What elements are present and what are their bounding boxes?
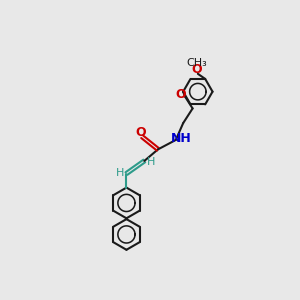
Text: H: H [116,168,124,178]
Text: CH₃: CH₃ [186,58,207,68]
Text: O: O [175,88,186,101]
Text: O: O [191,63,202,76]
Text: NH: NH [171,132,192,145]
Text: O: O [136,126,146,139]
Text: H: H [146,157,155,167]
